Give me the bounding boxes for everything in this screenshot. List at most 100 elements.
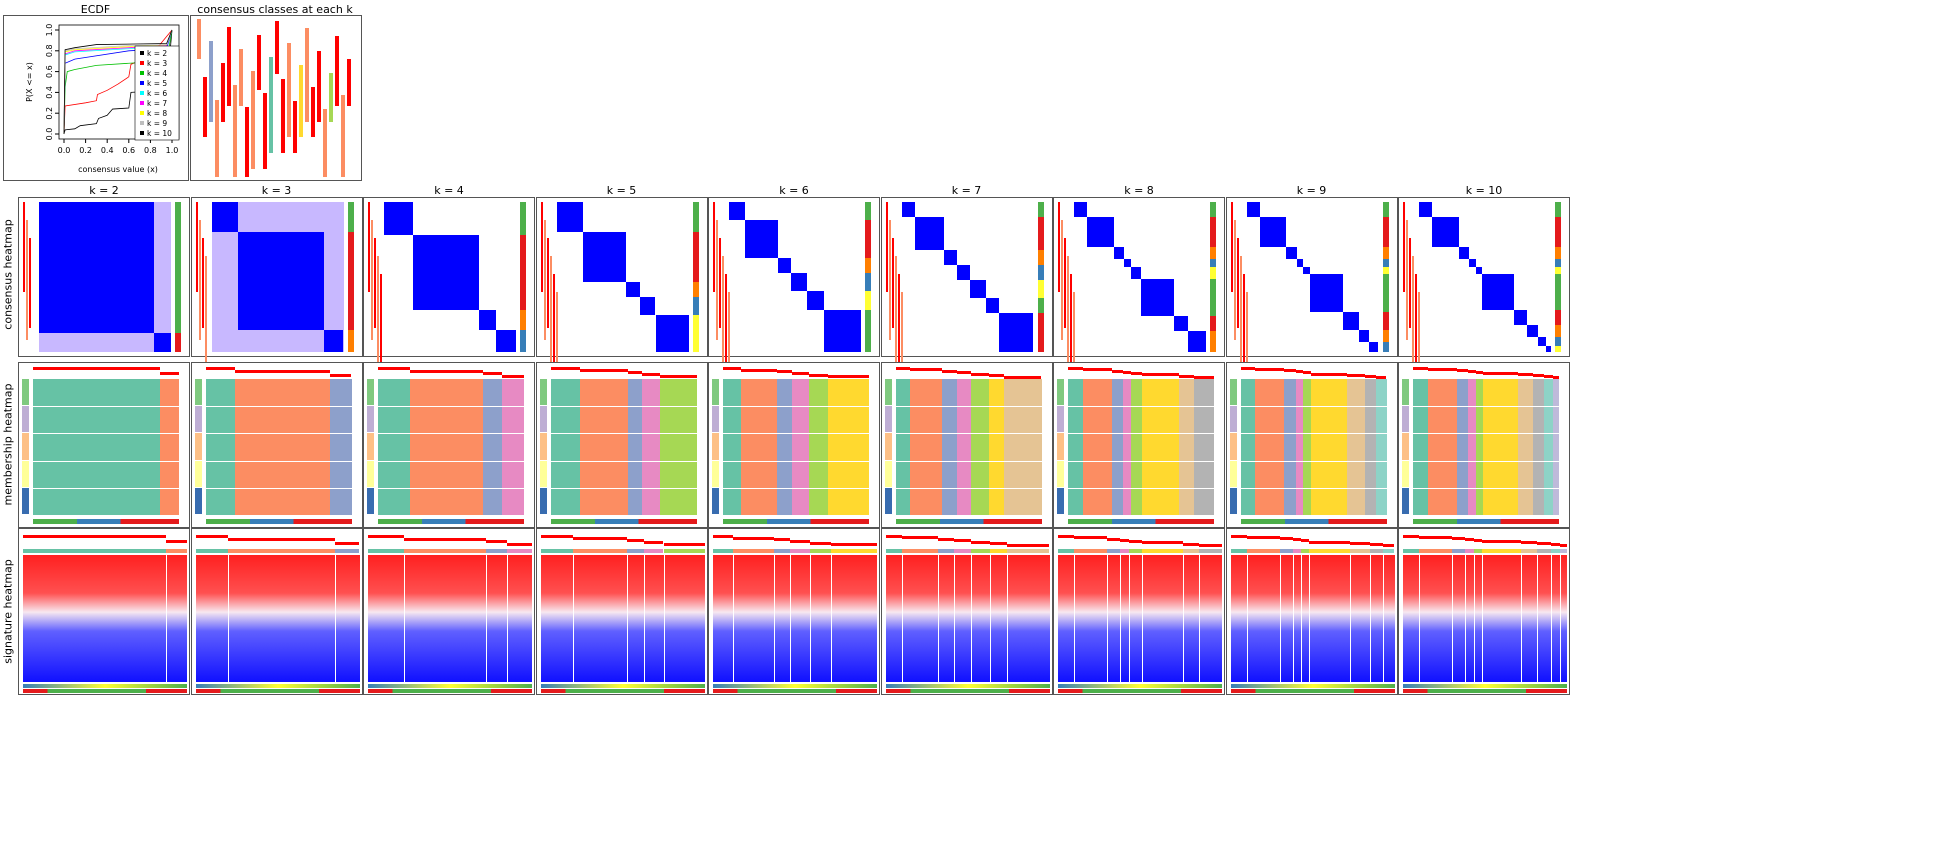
legend-swatch <box>140 121 144 125</box>
bottom-annotation <box>723 519 869 524</box>
membership-heatmap <box>880 362 1053 528</box>
class-stripe <box>239 49 243 106</box>
class-annotation <box>1481 549 1522 553</box>
class-annotation <box>1537 549 1551 553</box>
annotation-bar <box>1555 337 1561 346</box>
annotation-bar <box>1555 202 1561 217</box>
membership-band <box>1475 379 1485 515</box>
membership-band <box>642 379 661 515</box>
class-stripe <box>233 85 237 177</box>
legend-swatch <box>140 91 144 95</box>
legend-swatch <box>140 61 144 65</box>
membership-band <box>895 379 912 515</box>
silhouette-bar <box>900 292 903 412</box>
silhouette-top <box>33 367 161 370</box>
class-separator <box>773 555 775 682</box>
membership-separator <box>895 433 1042 435</box>
silhouette-top <box>1553 376 1559 379</box>
annotation-bar <box>692 314 699 352</box>
class-separator <box>937 555 939 682</box>
silhouette-top <box>1347 373 1365 377</box>
legend-label: k = 9 <box>147 119 167 128</box>
membership-separator <box>550 487 697 489</box>
class-stripe <box>221 63 225 122</box>
silhouette-bar <box>897 274 900 364</box>
group-annotation <box>1057 487 1064 514</box>
membership-heatmap <box>1225 362 1398 528</box>
bottom-annotation <box>368 684 532 688</box>
silhouette-bar <box>1415 274 1417 364</box>
annotation-bar <box>1555 217 1561 247</box>
class-stripe <box>263 93 267 170</box>
annotation-bar <box>1037 298 1044 313</box>
consensus-heatmap <box>708 197 880 412</box>
legend-label: k = 10 <box>147 129 172 138</box>
class-annotation <box>540 549 574 553</box>
silhouette-bar <box>195 202 198 292</box>
signature-heatmap <box>708 528 880 695</box>
signature-heatmap <box>363 528 535 695</box>
group-annotation <box>22 406 29 433</box>
membership-matrix <box>1413 379 1559 515</box>
group-annotation <box>194 460 202 487</box>
group-annotation <box>884 487 892 514</box>
consensus-block <box>1303 266 1310 274</box>
class-separator <box>663 555 665 682</box>
signature-matrix <box>368 555 532 682</box>
class-annotation <box>1521 549 1538 553</box>
bottom-annotation <box>550 519 697 524</box>
class-annotation <box>885 549 902 553</box>
annotation-bar <box>520 202 526 235</box>
silhouette-top <box>410 369 484 373</box>
membership-band <box>1082 379 1113 515</box>
group-annotation <box>22 460 29 487</box>
group-annotation <box>712 460 719 487</box>
class-annotation <box>1279 549 1293 553</box>
silhouette-top <box>971 372 989 376</box>
membership-heatmap <box>190 362 363 528</box>
silhouette-bar <box>26 220 28 340</box>
membership-separator <box>1413 460 1559 462</box>
silhouette-bar <box>29 238 31 328</box>
consensus-block <box>1458 247 1470 259</box>
annotation-bar <box>692 296 699 315</box>
k-label: k = 3 <box>261 184 292 197</box>
class-separator <box>1419 555 1421 682</box>
membership-band <box>1130 379 1144 515</box>
consensus-matrix <box>729 202 861 352</box>
membership-matrix <box>550 379 697 515</box>
class-annotation <box>165 549 187 553</box>
silhouette-top <box>23 535 166 538</box>
silhouette-top <box>790 540 810 543</box>
consensus-block <box>970 280 986 298</box>
consensus-block <box>999 313 1034 352</box>
membership-separator <box>1240 406 1387 408</box>
silhouette-top <box>1082 368 1112 372</box>
legend-label: k = 7 <box>147 99 167 108</box>
silhouette-bar <box>1406 220 1408 340</box>
consensus-matrix <box>39 202 171 352</box>
annotation-bar <box>1555 325 1561 337</box>
membership-band <box>33 379 162 515</box>
consensus-block <box>1369 341 1379 352</box>
silhouette-bar <box>713 202 715 292</box>
consensus-block <box>1545 346 1551 352</box>
group-annotation <box>712 406 719 433</box>
class-separator <box>1465 555 1467 682</box>
silhouette-top <box>1193 375 1214 379</box>
class-separator <box>486 555 488 682</box>
bottom-annotation <box>713 689 877 693</box>
silhouette-top <box>1475 371 1484 374</box>
consensus-heatmap <box>1053 197 1225 412</box>
class-annotation <box>1107 549 1121 553</box>
group-annotation <box>22 487 29 514</box>
silhouette-top <box>1182 542 1200 546</box>
k-label: k = 5 <box>606 184 637 197</box>
silhouette-top <box>1130 372 1143 375</box>
annotation-bar <box>692 202 699 232</box>
silhouette-top <box>1483 372 1519 375</box>
bottom-annotation <box>1403 684 1567 688</box>
x-tick-label: 1.0 <box>166 146 179 155</box>
consensus-block <box>211 202 238 232</box>
group-annotation <box>539 460 547 487</box>
